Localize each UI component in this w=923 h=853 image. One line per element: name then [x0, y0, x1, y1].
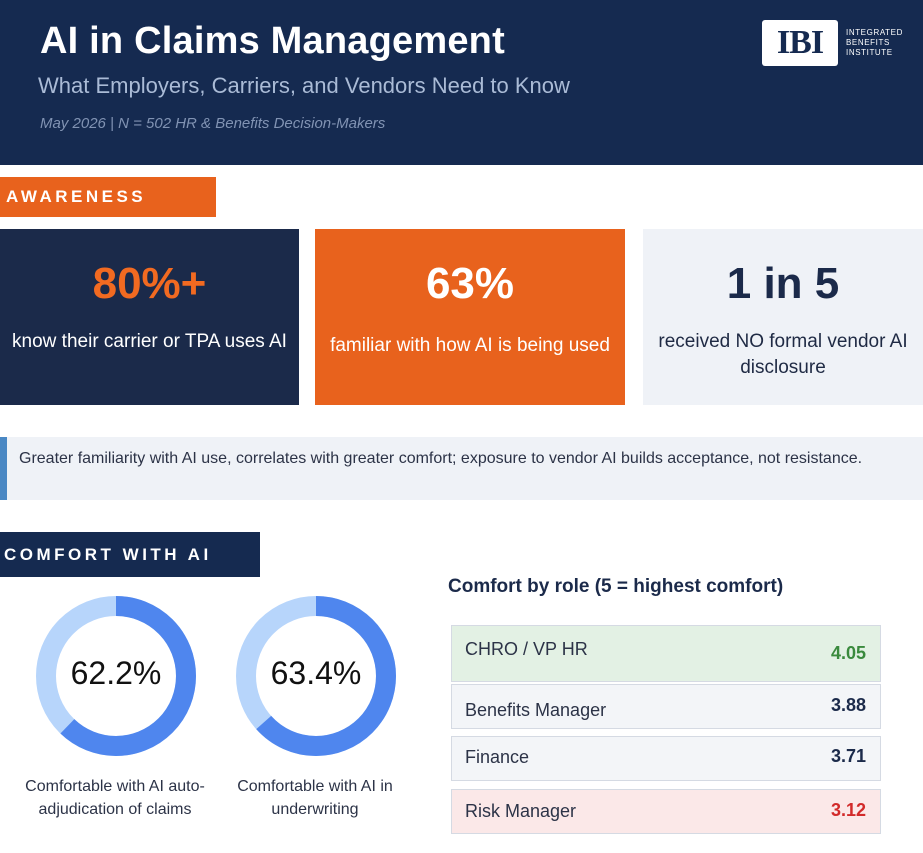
logo-text: INTEGRATED BENEFITS INSTITUTE [846, 28, 903, 57]
stat-card-familiar: 63% familiar with how AI is being used [315, 229, 625, 405]
donut-svg [36, 596, 196, 756]
role-row-finance: Finance 3.71 [451, 736, 881, 781]
insight-callout: Greater familiarity with AI use, correla… [0, 437, 923, 500]
donut-chart-auto-adjudication: 62.2% [36, 596, 196, 756]
logo-mark: IBI [762, 20, 838, 66]
role-score: 3.12 [830, 800, 866, 820]
stat-value: 80%+ [92, 259, 207, 308]
donut-value: 63.4% [270, 655, 362, 691]
stat-card-carrier-ai: 80%+ know their carrier or TPA uses AI [0, 229, 299, 405]
role-row-chro: CHRO / VP HR 4.05 [451, 625, 881, 682]
role-name: Risk Manager [465, 801, 577, 821]
stat-description: know their carrier or TPA uses AI [12, 331, 287, 352]
stat-description: familiar with how AI is being used [330, 335, 610, 356]
survey-meta: May 2026 | N = 502 HR & Benefits Decisio… [40, 115, 386, 132]
page-subtitle: What Employers, Carriers, and Vendors Ne… [38, 73, 570, 98]
ibi-logo: IBI INTEGRATED BENEFITS INSTITUTE [762, 20, 912, 66]
stat-description: received NO formal vendor AI disclosure [658, 331, 908, 378]
role-row-benefits-manager: Benefits Manager 3.88 [451, 684, 881, 729]
donut-fill [236, 596, 396, 756]
stat-value: 63% [425, 259, 515, 308]
section-tag-comfort: COMFORT WITH AI [0, 532, 260, 577]
donut-svg [236, 596, 396, 756]
donut-fill [36, 596, 196, 756]
section-tag-awareness: AWARENESS [0, 177, 216, 217]
page-title: AI in Claims Management [40, 20, 505, 62]
header-banner: AI in Claims Management What Employers, … [0, 0, 923, 165]
donut-caption: Comfortable with AI auto-adjudication of… [25, 778, 205, 818]
role-table-title: Comfort by role (5 = highest comfort) [448, 576, 784, 597]
role-score: 4.05 [830, 643, 866, 663]
role-name: CHRO / VP HR [465, 639, 588, 659]
donut-chart-underwriting: 63.4% [236, 596, 396, 756]
role-row-risk-manager: Risk Manager 3.12 [451, 789, 881, 834]
donut-value: 62.2% [70, 655, 162, 691]
donut-caption: Comfortable with AI in underwriting [237, 778, 393, 818]
stat-value: 1 in 5 [726, 259, 840, 308]
role-score: 3.88 [830, 695, 866, 715]
role-name: Finance [465, 747, 530, 767]
stat-card-disclosure: 1 in 5 received NO formal vendor AI disc… [643, 229, 923, 405]
role-score: 3.71 [830, 746, 866, 766]
role-name: Benefits Manager [465, 700, 607, 720]
